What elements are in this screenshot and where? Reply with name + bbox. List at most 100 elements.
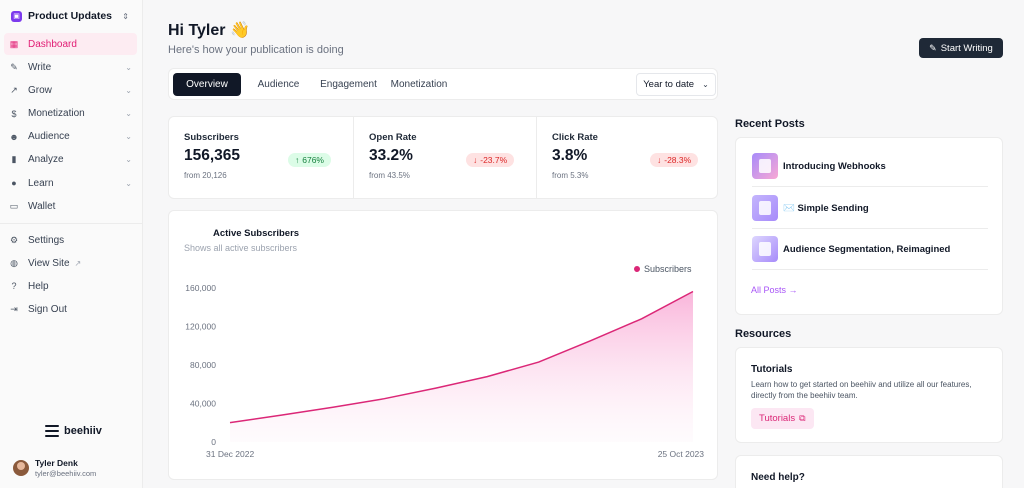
- recent-posts-card: Introducing Webhooks ✉️ Simple Sending A…: [735, 137, 1003, 315]
- post-item[interactable]: ✉️ Simple Sending: [752, 193, 988, 223]
- sidebar-divider: [0, 223, 142, 224]
- tab-engagement[interactable]: Engagement: [320, 79, 377, 90]
- sidebar-item-monetization[interactable]: $ Monetization ⌄: [4, 103, 137, 125]
- wallet-icon: ▭: [9, 200, 19, 211]
- sidebar-item-grow[interactable]: ↗ Grow ⌄: [4, 79, 137, 101]
- sidebar-item-label: Dashboard: [28, 38, 77, 50]
- chevron-down-icon: ⌄: [125, 109, 132, 119]
- secondary-nav: ⚙ Settings ◍ View Site ↗ ? Help ⇥ Sign O…: [4, 229, 137, 322]
- post-divider: [752, 269, 988, 270]
- start-writing-label: Start Writing: [940, 42, 993, 54]
- trend-icon: ↗: [10, 84, 18, 95]
- sidebar-item-sign-out[interactable]: ⇥ Sign Out: [4, 299, 137, 321]
- stat-from: from 5.3%: [552, 171, 589, 180]
- date-range-value: Year to date: [643, 79, 695, 90]
- page-title: Hi Tyler 👋: [168, 22, 250, 39]
- chevron-down-icon: ⌄: [702, 80, 709, 89]
- sidebar-item-wallet[interactable]: ▭ Wallet: [4, 195, 137, 217]
- chevron-up-down-icon: ⇕: [122, 11, 129, 21]
- change-badge: ↓ -23.7%: [466, 153, 515, 167]
- post-item[interactable]: Audience Segmentation, Reimagined: [752, 234, 988, 264]
- globe-icon: ◍: [10, 257, 18, 268]
- chevron-down-icon: ⌄: [125, 132, 132, 142]
- help-icon: ?: [11, 281, 17, 292]
- y-tick-label: 160,000: [185, 283, 216, 293]
- post-divider: [752, 186, 988, 187]
- users-icon: ☻: [9, 131, 19, 142]
- publication-selector[interactable]: ▣ Product Updates ⇕: [5, 5, 135, 27]
- sidebar-item-label: Settings: [28, 234, 65, 246]
- help-title: Need help?: [751, 472, 805, 483]
- post-thumbnail: [752, 236, 778, 262]
- chevron-down-icon: ⌄: [125, 85, 132, 95]
- stats-card: Subscribers 156,365 from 20,126 ↑ 676% O…: [168, 116, 718, 199]
- pencil-icon: ✎: [10, 61, 18, 72]
- bulb-icon: ●: [11, 178, 17, 189]
- sidebar-item-learn[interactable]: ● Learn ⌄: [4, 172, 137, 194]
- post-thumbnail: [752, 195, 778, 221]
- user-email: tyler@beehiiv.com: [35, 469, 97, 478]
- post-title: Audience Segmentation, Reimagined: [783, 243, 951, 255]
- tutorials-description: Learn how to get started on beehiiv and …: [751, 380, 972, 400]
- stat-from: from 20,126: [184, 171, 227, 180]
- tab-monetization[interactable]: Monetization: [390, 79, 448, 90]
- pencil-icon: ✎: [929, 42, 937, 53]
- sidebar-item-help[interactable]: ? Help: [4, 275, 137, 297]
- sidebar-item-label: Grow: [28, 84, 52, 96]
- dollar-icon: $: [11, 108, 17, 119]
- post-divider: [752, 228, 988, 229]
- post-thumbnail: [752, 153, 778, 179]
- chevron-down-icon: ⌄: [125, 155, 132, 165]
- sidebar-item-analyze[interactable]: ▮ Analyze ⌄: [4, 149, 137, 171]
- sidebar-item-write[interactable]: ✎ Write ⌄: [4, 56, 137, 78]
- stat-label: Click Rate: [552, 132, 598, 143]
- user-menu[interactable]: Tyler Denk tyler@beehiiv.com: [13, 458, 96, 478]
- beehiiv-logo-icon: [45, 425, 59, 437]
- sign-out-icon: ⇥: [10, 304, 18, 315]
- sidebar-item-label: Monetization: [28, 108, 85, 120]
- tutorials-button[interactable]: Tutorials ⧉: [751, 408, 814, 429]
- sidebar-item-label: View Site: [28, 257, 70, 269]
- chart-line: [229, 290, 694, 424]
- main-nav: ▦ Dashboard ✎ Write ⌄ ↗ Grow ⌄ $ Monetiz…: [4, 33, 137, 219]
- chevron-down-icon: ⌄: [125, 178, 132, 188]
- arrow-down-icon: ↓: [473, 155, 478, 165]
- post-item[interactable]: Introducing Webhooks: [752, 151, 988, 181]
- stat-value: 156,365: [184, 147, 241, 164]
- tab-bar: Overview Audience Engagement Monetizatio…: [168, 68, 718, 100]
- sidebar-item-audience[interactable]: ☻ Audience ⌄: [4, 126, 137, 148]
- chart-title: Active Subscribers: [213, 228, 300, 239]
- help-card: [735, 455, 1003, 488]
- all-posts-link[interactable]: All Posts →: [751, 285, 798, 295]
- stat-value: 3.8%: [552, 147, 588, 164]
- date-range-select[interactable]: Year to date ⌄: [636, 73, 716, 96]
- chevron-down-icon: ⌄: [125, 62, 132, 72]
- change-badge: ↓ -28.3%: [650, 153, 699, 167]
- subscribers-chart: 0 40,000 80,000 120,000 160,000 31 Dec 2022 2…: [185, 283, 705, 459]
- tab-audience[interactable]: Audience: [257, 79, 300, 90]
- avatar: [13, 460, 29, 476]
- stat-subscribers: Subscribers 156,365 from 20,126 ↑ 676%: [169, 117, 353, 198]
- sidebar-item-label: Help: [28, 280, 49, 292]
- y-tick-label: 120,000: [185, 322, 216, 332]
- arrow-up-icon: ↑: [295, 155, 300, 165]
- sidebar-item-settings[interactable]: ⚙ Settings: [4, 229, 137, 251]
- sidebar-item-label: Sign Out: [28, 304, 67, 316]
- stat-label: Subscribers: [184, 132, 239, 143]
- sidebar-item-label: Wallet: [28, 200, 56, 212]
- start-writing-button[interactable]: ✎ Start Writing: [919, 38, 1003, 58]
- brand-logo: beehiiv: [45, 425, 102, 437]
- page-subtitle: Here's how your publication is doing: [168, 44, 344, 56]
- tutorials-button-label: Tutorials: [759, 413, 796, 424]
- stat-value: 33.2%: [369, 147, 413, 164]
- sidebar-item-dashboard[interactable]: ▦ Dashboard: [4, 33, 137, 55]
- sidebar-item-view-site[interactable]: ◍ View Site ↗: [4, 252, 137, 274]
- x-tick-label: 25 Oct 2023: [658, 449, 705, 459]
- publication-name: Product Updates: [28, 10, 113, 22]
- y-tick-label: 40,000: [190, 399, 216, 409]
- chart-legend: Subscribers: [634, 264, 692, 274]
- legend-label: Subscribers: [644, 264, 692, 274]
- y-tick-label: 80,000: [190, 360, 216, 370]
- resources-title: Resources: [735, 328, 792, 340]
- tab-overview[interactable]: Overview: [173, 73, 241, 96]
